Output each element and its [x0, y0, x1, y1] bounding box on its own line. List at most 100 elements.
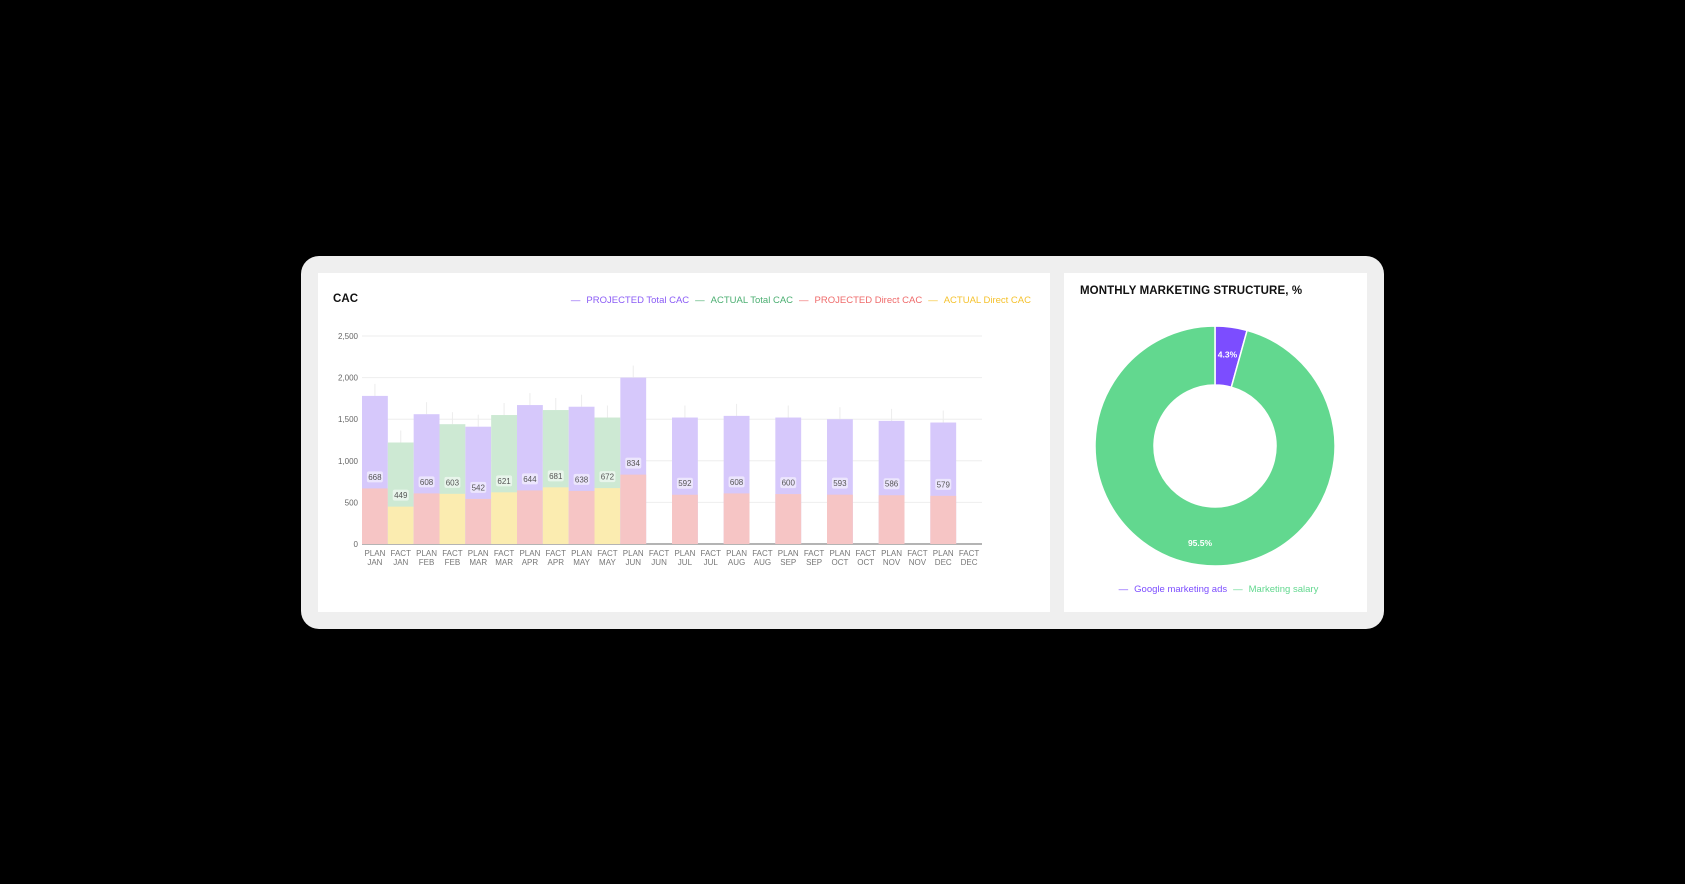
data-label: 608 [730, 478, 744, 487]
data-label-bg [573, 473, 590, 485]
x-tick-label: PLAN [519, 549, 540, 558]
x-tick-label: MAR [469, 558, 487, 567]
data-label: 542 [472, 483, 486, 492]
cac-legend-projected-total-cac[interactable]: — PROJECTED Total CAC [571, 295, 689, 306]
x-tick-label: MAY [599, 558, 616, 567]
bar-direct-plan-dec[interactable] [930, 495, 957, 544]
marketing-structure-card: MONTHLY MARKETING STRUCTURE, % 4.3% 95.5%… [1064, 273, 1367, 612]
bar-direct-plan-may[interactable] [568, 490, 595, 544]
y-tick-label: 1,500 [338, 415, 359, 424]
x-tick-label: PLAN [881, 549, 902, 558]
donut-slice-label: 95.5% [1188, 538, 1213, 548]
data-label: 608 [420, 478, 434, 487]
data-label-bg [780, 477, 797, 489]
y-tick-label: 500 [345, 498, 359, 507]
x-tick-label: APR [522, 558, 539, 567]
cac-legend: — PROJECTED Total CAC — ACTUAL Total CAC — PR… [565, 295, 1031, 306]
data-label: 834 [627, 459, 641, 468]
x-tick-label: JAN [393, 558, 408, 567]
x-tick-label: MAR [495, 558, 513, 567]
cac-legend-projected-direct-cac[interactable]: — PROJECTED Direct CAC [799, 295, 922, 306]
data-label-bg [470, 481, 487, 493]
bar-direct-fact-apr[interactable] [542, 487, 569, 544]
x-tick-label: FEB [419, 558, 435, 567]
x-tick-label: FACT [856, 549, 877, 558]
data-label: 621 [497, 477, 511, 486]
data-label-bg [366, 471, 383, 483]
dashboard-frame: CAC — PROJECTED Total CAC — ACTUAL Total CA… [301, 256, 1384, 629]
x-tick-label: JUN [651, 558, 667, 567]
data-label-bg [496, 475, 513, 487]
x-tick-label: FACT [907, 549, 928, 558]
legend-dash-icon: — [799, 295, 809, 306]
x-tick-label: FACT [597, 549, 618, 558]
bar-direct-plan-jan[interactable] [362, 488, 388, 544]
bar-direct-plan-jun[interactable] [620, 474, 647, 544]
x-tick-label: SEP [806, 558, 822, 567]
x-tick-label: PLAN [623, 549, 644, 558]
data-label: 672 [601, 473, 615, 482]
bar-direct-plan-oct[interactable] [827, 494, 853, 544]
x-tick-label: PLAN [468, 549, 489, 558]
x-tick-label: PLAN [726, 549, 747, 558]
data-label: 603 [446, 478, 460, 487]
x-tick-label: PLAN [674, 549, 695, 558]
data-label-bg [392, 489, 409, 501]
bar-direct-fact-may[interactable] [594, 488, 621, 544]
legend-dash-icon: — [695, 295, 705, 306]
x-tick-label: FACT [494, 549, 515, 558]
bar-direct-fact-mar[interactable] [491, 492, 517, 544]
bar-direct-fact-feb[interactable] [439, 493, 466, 544]
x-tick-label: PLAN [933, 549, 954, 558]
marketing-structure-title: MONTHLY MARKETING STRUCTURE, % [1080, 285, 1303, 297]
x-tick-label: FACT [546, 549, 567, 558]
x-tick-label: JUL [678, 558, 693, 567]
x-tick-label: SEP [780, 558, 796, 567]
x-tick-label: PLAN [416, 549, 437, 558]
y-tick-label: 2,000 [338, 374, 359, 383]
bar-direct-plan-sep[interactable] [775, 494, 802, 544]
data-label: 592 [678, 479, 692, 488]
bar-direct-plan-jul[interactable] [672, 494, 698, 544]
x-tick-label: JAN [367, 558, 382, 567]
x-tick-label: FACT [442, 549, 463, 558]
data-label-bg [676, 477, 693, 489]
donut-slice-marketing-salary[interactable] [1094, 325, 1336, 567]
cac-legend-actual-direct-cac[interactable]: — ACTUAL Direct CAC [928, 295, 1031, 306]
cac-legend-actual-total-cac[interactable]: — ACTUAL Total CAC [695, 295, 793, 306]
donut-slice-label: 4.3% [1218, 349, 1238, 359]
pie-legend-marketing-salary[interactable]: — Marketing salary [1233, 584, 1318, 595]
data-label-bg [418, 476, 435, 488]
data-label: 644 [523, 475, 537, 484]
x-tick-label: FACT [804, 549, 825, 558]
data-label-bg [444, 476, 461, 488]
x-tick-label: DEC [935, 558, 952, 567]
x-tick-label: FACT [649, 549, 670, 558]
bar-direct-plan-mar[interactable] [465, 498, 492, 544]
x-tick-label: APR [548, 558, 565, 567]
x-tick-label: JUL [704, 558, 719, 567]
marketing-donut-chart: 4.3% 95.5% [1094, 325, 1336, 567]
x-tick-label: NOV [909, 558, 927, 567]
cac-bar-chart: 05001,0001,5002,0002,500668PLANJAN449FAC… [338, 332, 982, 567]
bar-direct-plan-nov[interactable] [878, 495, 905, 544]
y-tick-label: 1,000 [338, 457, 359, 466]
x-tick-label: PLAN [778, 549, 799, 558]
x-tick-label: JUN [625, 558, 641, 567]
bar-direct-plan-feb[interactable] [413, 493, 440, 544]
data-label-bg [728, 476, 745, 488]
data-label-bg [521, 473, 538, 485]
data-label: 579 [937, 480, 951, 489]
data-label-bg [547, 470, 564, 482]
data-label: 668 [368, 473, 382, 482]
bar-direct-plan-apr[interactable] [517, 490, 543, 544]
bar-direct-plan-aug[interactable] [723, 493, 750, 544]
x-tick-label: PLAN [571, 549, 592, 558]
legend-dash-icon: — [1233, 584, 1243, 595]
x-tick-label: FEB [445, 558, 461, 567]
x-tick-label: PLAN [829, 549, 850, 558]
bar-direct-fact-jan[interactable] [387, 506, 414, 544]
y-tick-label: 2,500 [338, 332, 359, 341]
pie-legend-google-marketing-ads[interactable]: — Google marketing ads [1119, 584, 1227, 595]
y-tick-label: 0 [354, 540, 359, 549]
